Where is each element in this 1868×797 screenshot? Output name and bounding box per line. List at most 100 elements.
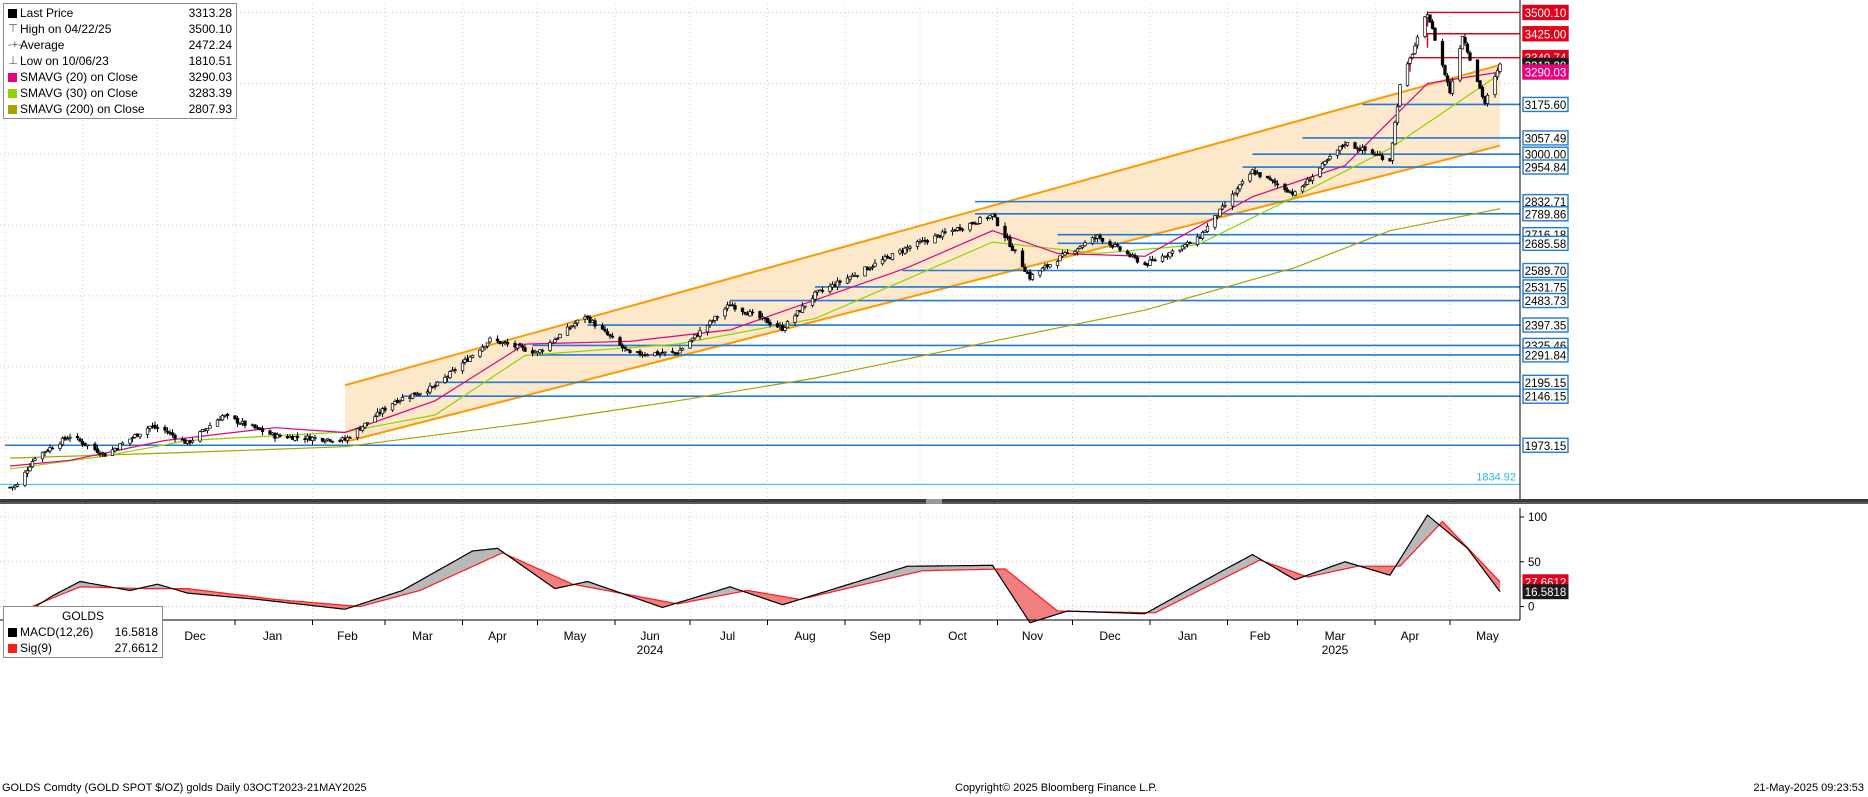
- macd-histogram-fill: [190, 588, 193, 594]
- candle-body: [93, 443, 97, 450]
- candle-body: [1440, 40, 1445, 66]
- macd-histogram-fill: [1202, 580, 1205, 589]
- macd-histogram-fill: [940, 565, 943, 571]
- macd-histogram-fill: [865, 578, 868, 585]
- macd-histogram-fill: [880, 573, 883, 581]
- legend-value: 1810.51: [188, 54, 232, 68]
- macd-histogram-fill: [480, 549, 483, 564]
- macd-histogram-fill: [715, 590, 718, 597]
- macd-histogram-fill: [977, 565, 980, 570]
- candle-body: [1433, 27, 1437, 41]
- candle-body: [1445, 75, 1450, 83]
- candle-body: [238, 423, 242, 425]
- candle-body: [1218, 208, 1222, 217]
- macd-histogram-fill: [470, 551, 473, 568]
- macd-histogram-fill: [890, 570, 893, 579]
- macd-histogram-fill: [400, 590, 403, 596]
- candle-body: [1463, 36, 1467, 44]
- candle-body: [120, 442, 125, 446]
- candle-body: [1038, 270, 1042, 276]
- macd-histogram-fill: [980, 565, 983, 570]
- macd-histogram-fill: [875, 575, 878, 582]
- candle-body: [1183, 244, 1187, 248]
- candle-body: [1283, 183, 1287, 191]
- candle-body: [638, 350, 642, 356]
- macd-histogram-fill: [732, 587, 735, 594]
- low-level-label: 1834.92: [1476, 471, 1516, 483]
- candle-body: [1125, 250, 1130, 255]
- candle-body: [198, 431, 202, 442]
- macd-histogram-fill: [1020, 580, 1023, 612]
- sma200-line: [9, 208, 1501, 459]
- candle-body: [768, 321, 772, 325]
- candle-body: [1148, 259, 1152, 266]
- macd-histogram-fill: [1245, 557, 1248, 568]
- candle-body: [1345, 142, 1350, 146]
- candle-body: [1310, 176, 1315, 181]
- candle-body: [1468, 52, 1472, 61]
- macd-histogram-fill: [487, 549, 490, 560]
- macd-histogram-fill: [982, 565, 985, 570]
- candle-body: [253, 424, 257, 429]
- macd-histogram-fill: [1412, 535, 1415, 554]
- candle-body: [505, 341, 510, 345]
- candle-body: [380, 408, 385, 415]
- macd-histogram-fill: [927, 566, 930, 571]
- candle-body: [138, 433, 142, 438]
- candle-body: [1023, 266, 1027, 272]
- month-label: Jul: [720, 629, 735, 643]
- macd-histogram-fill: [212, 591, 215, 596]
- support-resistance-levels: 1834.92: [0, 11, 1520, 485]
- candle-body: [478, 349, 482, 357]
- macd-histogram-fill: [932, 565, 935, 571]
- macd-histogram-fill: [1177, 594, 1180, 602]
- macd-histogram-fill: [1225, 568, 1228, 578]
- candle-body: [363, 422, 367, 428]
- month-label: Apr: [1401, 629, 1420, 643]
- legend-swatch-sma20: [8, 72, 17, 82]
- macd-histogram-fill: [910, 566, 913, 574]
- macd-histogram-fill: [877, 574, 880, 582]
- candle-body: [58, 443, 62, 449]
- macd-histogram-fill: [1050, 605, 1053, 617]
- macd-histogram-fill: [1427, 515, 1430, 538]
- candle-body: [1353, 142, 1357, 149]
- macd-histogram-fill: [557, 577, 560, 589]
- macd-histogram-fill: [882, 573, 885, 581]
- macd-histogram-fill: [1292, 571, 1295, 580]
- macd-histogram-fill: [187, 588, 190, 594]
- macd-histogram-fill: [542, 570, 545, 582]
- candle-body: [1223, 204, 1227, 207]
- candle-body: [1465, 43, 1470, 53]
- candle-body: [1288, 190, 1292, 193]
- macd-histogram-fill: [907, 566, 910, 575]
- macd-histogram-fill: [422, 577, 425, 590]
- macd-histogram-fill: [1242, 558, 1245, 569]
- macd-histogram-fill: [435, 570, 438, 584]
- macd-histogram-fill: [1227, 566, 1230, 577]
- macd-histogram-fill: [1232, 564, 1235, 574]
- candle-body: [968, 222, 972, 231]
- candle-body: [485, 342, 490, 347]
- macd-histogram-fill: [585, 581, 588, 587]
- candle-body: [815, 290, 820, 293]
- footer-timestamp: 21-May-2025 09:23:53: [1753, 782, 1864, 794]
- macd-histogram-fill: [705, 593, 708, 599]
- footer-security-description: GOLDS Comdty (GOLD SPOT $/OZ) golds Dail…: [2, 782, 367, 794]
- macd-histogram-fill: [722, 588, 725, 596]
- macd-histogram-fill: [857, 580, 860, 586]
- macd-histogram-fill: [777, 595, 780, 604]
- candle-body: [323, 440, 327, 443]
- candle-body: [605, 331, 610, 335]
- price-axis-label: 2483.73: [1525, 296, 1567, 308]
- candle-body: [1013, 249, 1017, 252]
- candle-body: [548, 342, 552, 351]
- legend-swatch-sma30: [8, 88, 17, 98]
- macd-histogram-fill: [555, 576, 558, 589]
- macd-histogram-fill: [935, 565, 938, 571]
- candle-body: [573, 323, 577, 327]
- macd-histogram-fill: [225, 593, 228, 597]
- macd-histogram-fill: [855, 581, 858, 587]
- legend-row-high: ⊤ High on 04/22/25 3500.10: [4, 21, 236, 37]
- resistance-level-line: [1409, 56, 1520, 72]
